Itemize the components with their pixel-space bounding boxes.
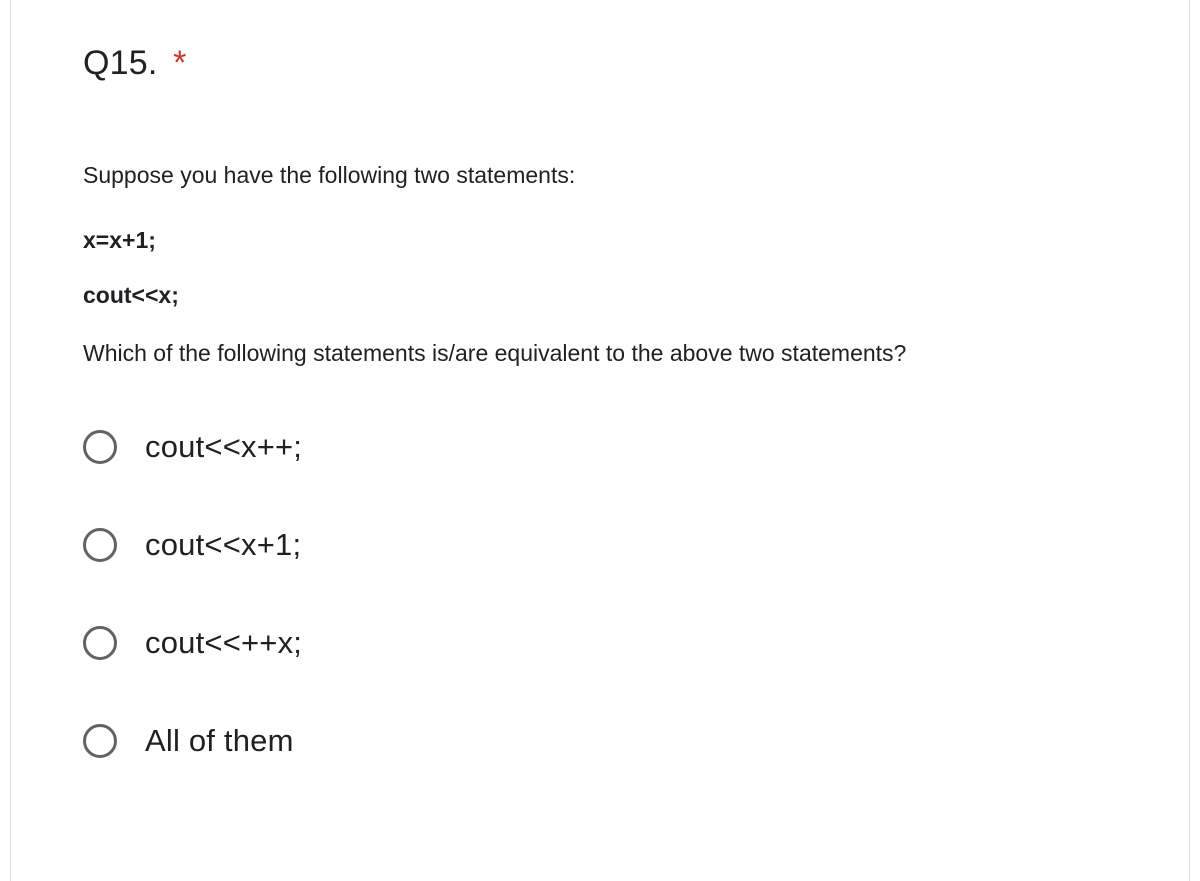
prompt-intro: Suppose you have the following two state…	[83, 159, 1117, 191]
option-label: cout<<++x;	[145, 625, 302, 661]
radio-icon[interactable]	[83, 724, 117, 758]
option-label: All of them	[145, 723, 294, 759]
radio-icon[interactable]	[83, 430, 117, 464]
question-card: Q15. * Suppose you have the following tw…	[10, 0, 1190, 881]
option-label: cout<<x+1;	[145, 527, 301, 563]
question-number: Q15.	[83, 44, 158, 82]
code-line-2: cout<<x;	[83, 282, 1117, 309]
option-1[interactable]: cout<<x++;	[83, 413, 1117, 481]
option-2[interactable]: cout<<x+1;	[83, 511, 1117, 579]
radio-icon[interactable]	[83, 528, 117, 562]
required-asterisk: *	[173, 44, 186, 82]
prompt-question: Which of the following statements is/are…	[83, 337, 1117, 369]
option-4[interactable]: All of them	[83, 707, 1117, 775]
code-line-1: x=x+1;	[83, 227, 1117, 254]
question-title: Q15. *	[83, 44, 1117, 83]
option-3[interactable]: cout<<++x;	[83, 609, 1117, 677]
radio-icon[interactable]	[83, 626, 117, 660]
options-group: cout<<x++; cout<<x+1; cout<<++x; All of …	[83, 413, 1117, 775]
option-label: cout<<x++;	[145, 429, 302, 465]
